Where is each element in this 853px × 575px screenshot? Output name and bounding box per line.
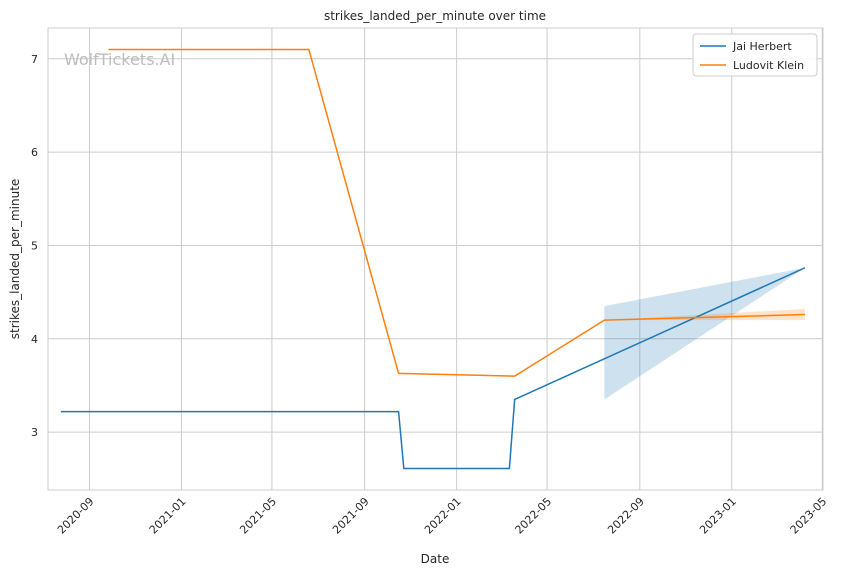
y-axis-label: strikes_landed_per_minute [8, 179, 22, 340]
series-line-0 [60, 267, 806, 470]
series-lines [60, 48, 806, 470]
chart-title: strikes_landed_per_minute over time [324, 9, 546, 23]
grid [48, 28, 823, 490]
x-tick-labels: 2020-09 2021-01 2021-05 2021-09 2022-01 2022-… [55, 495, 829, 537]
x-tick-label: 2020-09 [55, 495, 97, 537]
x-tick-label: 2022-09 [605, 495, 647, 537]
y-tick-label: 5 [31, 239, 38, 252]
y-tick-label: 3 [31, 426, 38, 439]
x-tick-label: 2022-01 [422, 495, 464, 537]
x-axis-label: Date [421, 552, 450, 566]
x-tick-label: 2021-09 [330, 495, 372, 537]
x-tick-label: 2021-05 [237, 495, 279, 537]
legend-label: Jai Herbert [732, 40, 792, 53]
y-tick-label: 4 [31, 333, 38, 346]
y-tick-labels: 3 4 5 6 7 [31, 53, 38, 439]
y-tick-label: 6 [31, 146, 38, 159]
x-tick-label: 2023-05 [788, 495, 830, 537]
legend: Jai Herbert Ludovit Klein [692, 33, 818, 77]
series-band-0 [604, 267, 805, 400]
x-tick-label: 2022-05 [513, 495, 555, 537]
x-tick-label: 2021-01 [147, 495, 189, 537]
confidence-bands [604, 267, 805, 400]
series-band-1 [604, 308, 805, 321]
series-line-1 [108, 48, 805, 377]
legend-label: Ludovit Klein [733, 59, 804, 72]
y-tick-label: 7 [31, 53, 38, 66]
x-tick-label: 2023-01 [697, 495, 739, 537]
plot-frame [47, 27, 824, 491]
watermark: WolfTickets.AI [64, 50, 175, 69]
